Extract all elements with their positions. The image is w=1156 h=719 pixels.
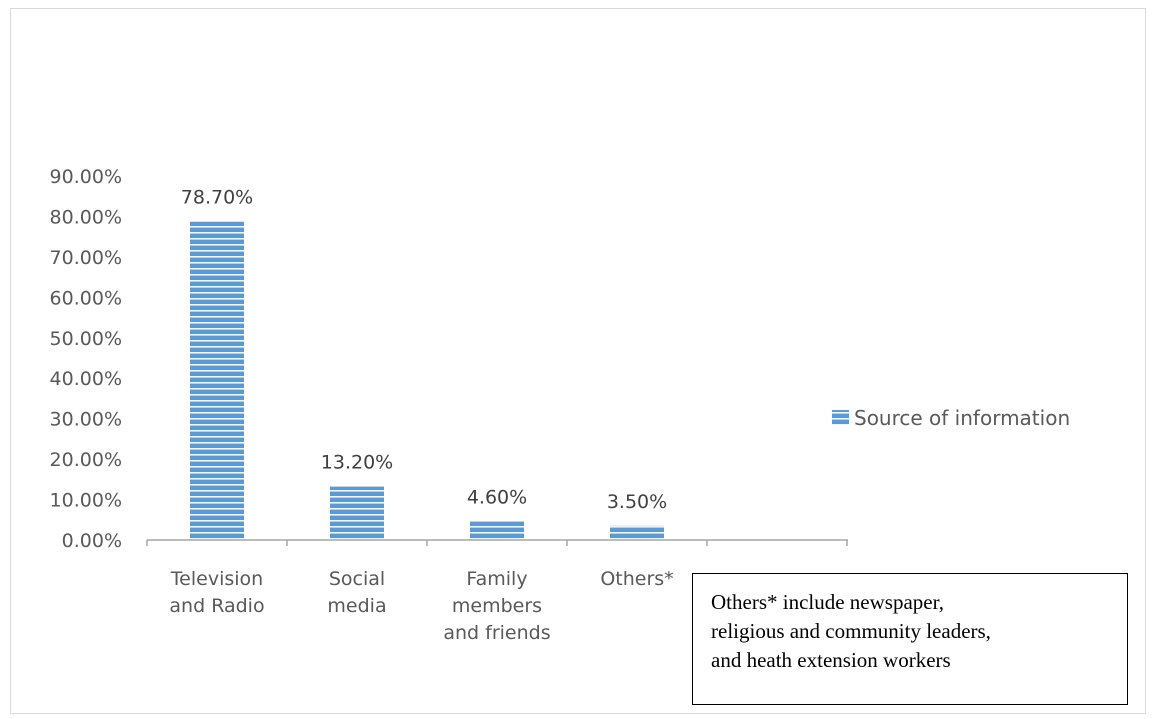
data-label: 3.50%: [607, 491, 667, 513]
footnote-line: religious and community leaders,: [711, 619, 991, 643]
y-tick-label: 30.00%: [50, 409, 122, 431]
y-tick-label: 40.00%: [50, 368, 122, 390]
category-label: Social media: [327, 568, 386, 617]
category-label-line: Family: [466, 568, 527, 590]
category-label-line: and Radio: [169, 595, 264, 617]
y-tick-label: 50.00%: [50, 328, 122, 350]
bar: [610, 525, 664, 540]
category-labels: Television and Radio Social media Family memb…: [169, 568, 673, 644]
y-tick-label: 0.00%: [62, 530, 122, 552]
category-label-line: members: [452, 595, 542, 617]
y-tick-label: 20.00%: [50, 449, 122, 471]
footnote-line: Others* include newspaper,: [711, 590, 944, 614]
legend-swatch: [832, 410, 849, 425]
legend: Source of information: [832, 406, 1070, 430]
y-tick-label: 70.00%: [50, 247, 122, 269]
category-label-line: media: [327, 595, 386, 617]
y-tick-label: 10.00%: [50, 490, 122, 512]
data-label: 4.60%: [467, 486, 527, 508]
legend-label: Source of information: [854, 406, 1070, 430]
bar: [330, 486, 384, 540]
footnote-text: Others* include newspaper, religious and…: [711, 588, 1111, 675]
data-labels: 78.70% 13.20% 4.60% 3.50%: [181, 187, 667, 513]
data-label: 78.70%: [181, 187, 253, 209]
category-label-line: Television: [170, 568, 263, 590]
footnote-box: Others* include newspaper, religious and…: [692, 573, 1128, 705]
x-axis: [146, 539, 848, 546]
data-label: 13.20%: [321, 452, 393, 474]
y-axis-ticks: 0.00% 10.00% 20.00% 30.00% 40.00% 50.00% 60.00…: [50, 166, 122, 552]
category-label: Others*: [600, 568, 673, 590]
bars: [190, 221, 664, 541]
bar: [190, 221, 244, 541]
y-tick-label: 60.00%: [50, 287, 122, 309]
category-label: Television and Radio: [169, 568, 264, 617]
y-tick-label: 90.00%: [50, 166, 122, 188]
category-label: Family members and friends: [443, 568, 550, 644]
category-label-line: and friends: [443, 622, 550, 644]
y-tick-label: 80.00%: [50, 206, 122, 228]
footnote-line: and heath extension workers: [711, 648, 951, 672]
category-label-line: Social: [329, 568, 385, 590]
category-label-line: Others*: [600, 568, 673, 590]
bar: [470, 521, 524, 540]
